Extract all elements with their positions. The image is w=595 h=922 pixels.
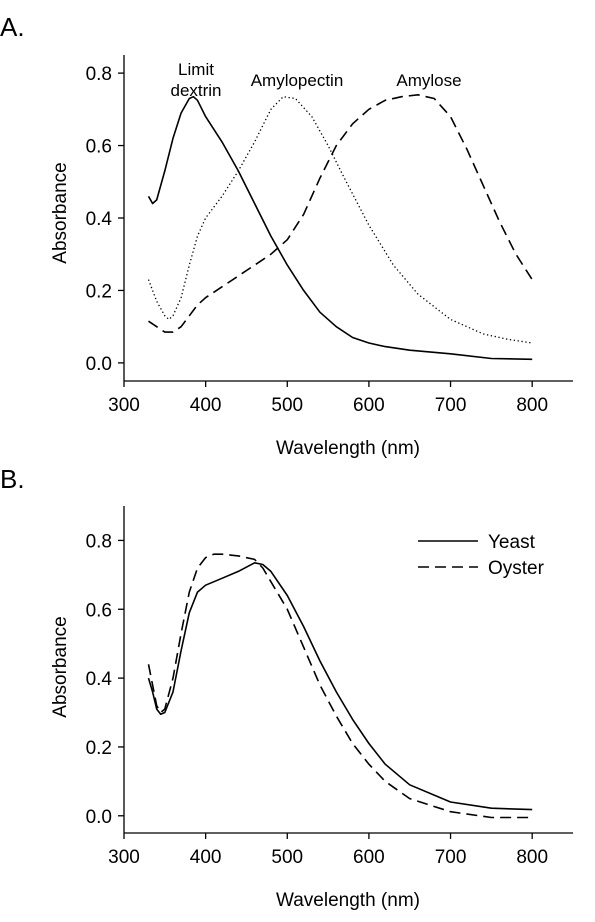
x-tick-label: 500: [271, 395, 303, 416]
x-tick-label: 400: [190, 847, 222, 868]
y-tick-label: 0.6: [86, 137, 112, 158]
panel-b-xlabel: Wavelength (nm): [276, 890, 420, 911]
panel-a-xlabel: Wavelength (nm): [276, 438, 420, 459]
panel-a-label: A.: [0, 12, 25, 42]
x-tick-label: 500: [271, 847, 303, 868]
x-tick-label: 700: [435, 847, 467, 868]
annotation-amylose: Amylose: [396, 71, 461, 90]
panel-b: B. 300 400 500 600 700 800 0.0 0.2 0.4 0.6 0.8 Wav…: [0, 464, 573, 911]
y-tick-label: 0.0: [86, 807, 112, 828]
y-tick-label: 0.2: [86, 738, 112, 759]
y-tick-label: 0.0: [86, 354, 112, 375]
x-tick-label: 300: [108, 847, 140, 868]
y-tick-label: 0.8: [86, 64, 112, 85]
x-tick-label: 600: [353, 847, 385, 868]
panel-b-ylabel: Absorbance: [50, 616, 71, 717]
y-tick-label: 0.8: [86, 531, 112, 552]
y-tick-label: 0.4: [86, 209, 113, 230]
y-tick-label: 0.4: [86, 669, 113, 690]
legend-yeast-label: Yeast: [488, 532, 536, 553]
x-tick-label: 600: [353, 395, 385, 416]
series-line-limit-dextrin: [147, 95, 533, 361]
panel-b-label: B.: [0, 464, 25, 494]
annotation-dextrin: dextrin: [170, 81, 221, 100]
x-tick-label: 300: [108, 395, 140, 416]
panel-a-axes: 300 400 500 600 700 800 0.0 0.2 0.4 0.6 0.8: [86, 55, 573, 416]
panel-a-series: [147, 94, 533, 361]
x-tick-label: 800: [516, 395, 548, 416]
x-tick-label: 400: [190, 395, 222, 416]
legend-oyster-label: Oyster: [488, 558, 545, 579]
x-tick-label: 700: [435, 395, 467, 416]
series-line-yeast: [147, 561, 533, 811]
panel-a: A. 300 400 500 600 700 800 0.0 0.2 0.4 0.6 0.8 Wav…: [0, 12, 573, 459]
y-tick-label: 0.6: [86, 600, 112, 621]
panel-b-legend: Yeast Oyster: [418, 532, 545, 579]
annotation-limit: Limit: [178, 60, 214, 79]
series-line-amylopectin: [147, 96, 533, 344]
panel-b-axes: 300 400 500 600 700 800 0.0 0.2 0.4 0.6 0.8: [86, 506, 573, 868]
annotation-amylopectin: Amylopectin: [251, 71, 344, 90]
panel-b-series: [147, 553, 533, 819]
series-line-oyster: [147, 553, 533, 819]
panel-a-ylabel: Absorbance: [50, 162, 71, 263]
y-tick-label: 0.2: [86, 281, 112, 302]
series-line-amylose: [148, 94, 533, 333]
x-tick-label: 800: [516, 847, 548, 868]
